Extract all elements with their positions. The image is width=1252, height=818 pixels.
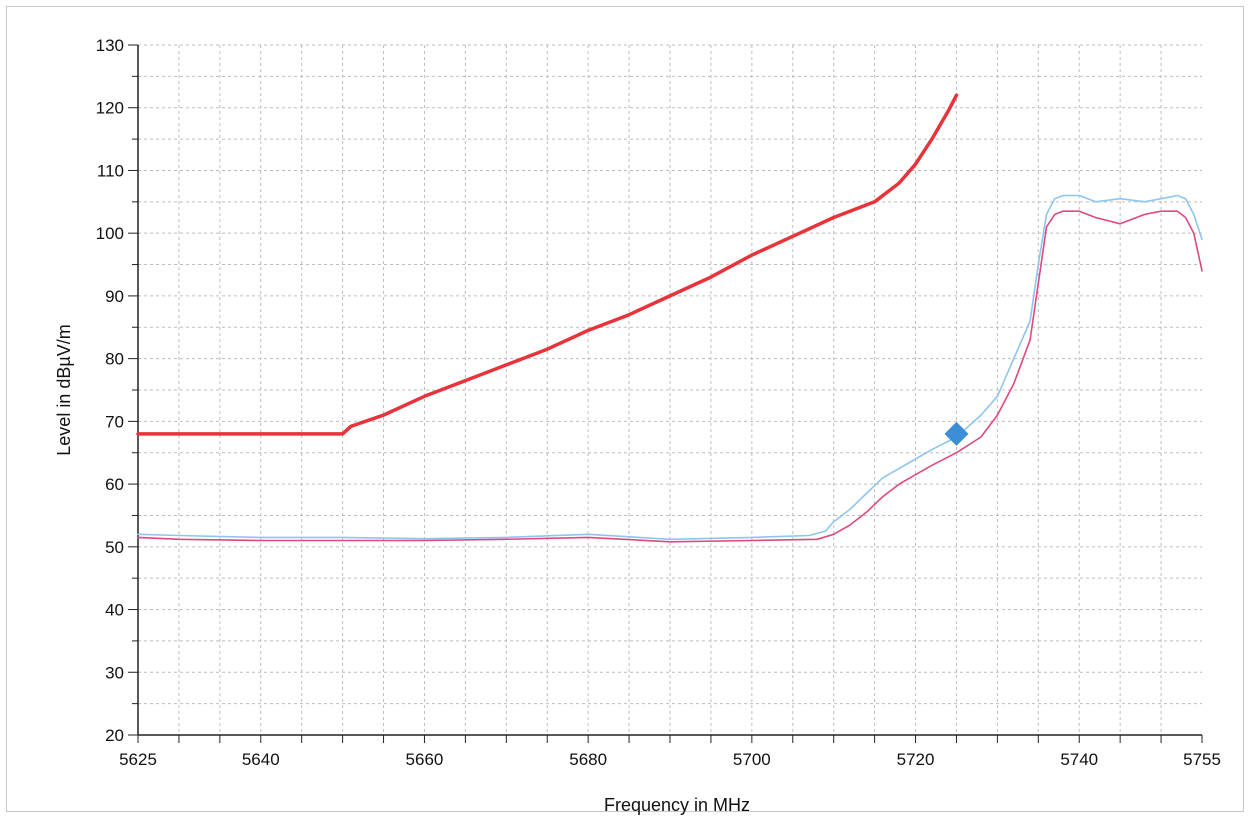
grid	[138, 44, 1202, 735]
tick-labels: 5625 5640 5660 5680 5700 5720 5740 5755 20 30 40 50…	[96, 36, 1221, 769]
series-line-1	[136, 93, 959, 436]
y-tick-label: 70	[105, 412, 124, 431]
x-tick-label: 5640	[242, 750, 280, 769]
y-tick-label: 40	[105, 601, 124, 620]
diamond-marker	[944, 421, 969, 446]
marker-group	[944, 421, 969, 446]
series-line-2	[137, 194, 1203, 541]
y-tick-label: 90	[105, 287, 124, 306]
chart-frame	[6, 6, 1244, 812]
y-tick-label: 20	[105, 726, 124, 745]
series-line-3	[137, 210, 1203, 543]
series-group	[136, 93, 1203, 543]
x-tick-label: 5660	[406, 750, 444, 769]
y-axis-title: Level in dBµV/m	[54, 324, 74, 455]
y-tick-label: 50	[105, 538, 124, 557]
axes	[128, 44, 1203, 743]
x-tick-label: 5625	[119, 750, 157, 769]
y-tick-label: 80	[105, 350, 124, 369]
y-tick-label: 130	[96, 36, 124, 55]
x-axis-title: Frequency in MHz	[604, 795, 750, 815]
y-tick-label: 30	[105, 663, 124, 682]
y-tick-label: 100	[96, 224, 124, 243]
x-tick-label: 5680	[569, 750, 607, 769]
y-tick-label: 110	[97, 161, 124, 180]
x-tick-label: 5700	[733, 750, 771, 769]
x-tick-label: 5740	[1060, 750, 1098, 769]
x-tick-label: 5755	[1183, 750, 1221, 769]
y-tick-label: 120	[96, 99, 124, 118]
x-tick-label: 5720	[897, 750, 935, 769]
y-tick-label: 60	[105, 475, 124, 494]
